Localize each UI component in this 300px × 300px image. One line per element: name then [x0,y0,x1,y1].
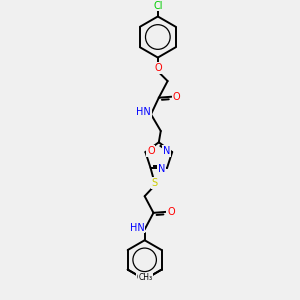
Text: Cl: Cl [153,1,163,11]
Text: CH₃: CH₃ [139,273,153,282]
Text: HN: HN [130,223,145,232]
Text: HN: HN [136,107,151,117]
Text: O: O [167,207,175,217]
Text: N: N [163,146,171,156]
Text: N: N [158,164,166,174]
Text: O: O [154,63,162,73]
Text: O: O [172,92,180,102]
Text: CH₃: CH₃ [137,273,151,282]
Text: S: S [152,178,158,188]
Text: O: O [147,146,155,156]
